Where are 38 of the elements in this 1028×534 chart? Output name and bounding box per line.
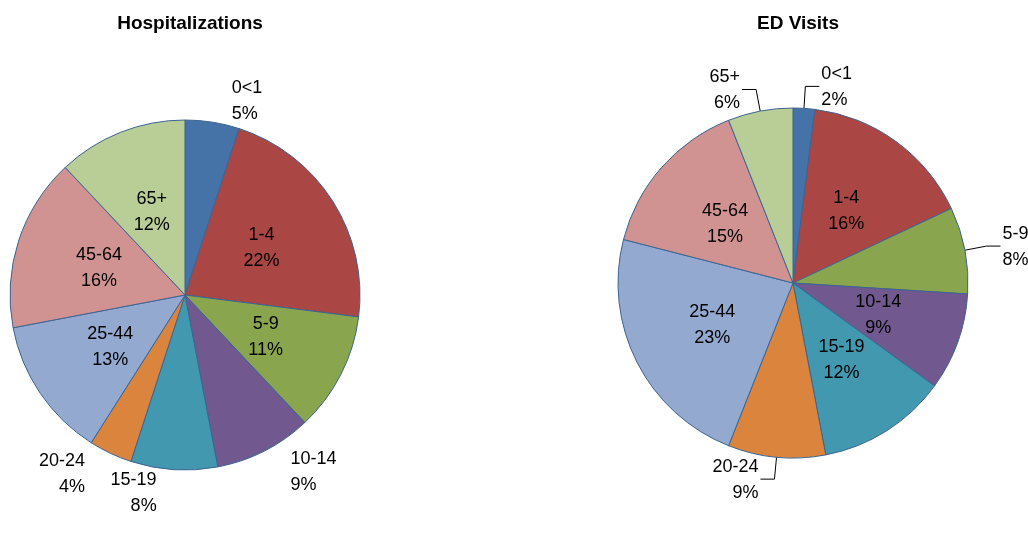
data-label: 16% xyxy=(828,212,865,233)
slice-label: 20-24 xyxy=(39,450,86,471)
data-label: 15% xyxy=(707,226,744,247)
slice-label: 25-44 xyxy=(689,301,736,322)
slice-label: 65+ xyxy=(136,187,167,208)
data-label: 23% xyxy=(694,327,731,348)
slice-label: 15-19 xyxy=(818,336,865,357)
data-label: 5% xyxy=(231,103,258,124)
data-label: 13% xyxy=(92,348,129,369)
slice-label: 5-9 xyxy=(1002,223,1028,244)
slice-label: 1-4 xyxy=(248,223,275,244)
slice-label: 1-4 xyxy=(833,186,860,207)
data-label: 12% xyxy=(133,213,170,234)
slice-label: 10-14 xyxy=(290,447,337,468)
slice-label: 0<1 xyxy=(231,77,263,98)
chart-title: Hospitalizations xyxy=(117,12,263,33)
data-label: 4% xyxy=(59,476,86,497)
data-label: 8% xyxy=(1002,249,1028,270)
slice-label: 20-24 xyxy=(712,456,759,477)
data-label: 16% xyxy=(80,270,117,291)
slice-label: 0<1 xyxy=(821,63,852,84)
slice-label: 10-14 xyxy=(855,290,902,311)
data-label: 12% xyxy=(823,362,860,383)
data-label: 9% xyxy=(290,473,317,494)
data-label: 11% xyxy=(248,339,283,360)
data-label: 9% xyxy=(865,316,892,337)
slice-label: 25-44 xyxy=(87,322,134,343)
slice-label: 15-19 xyxy=(110,468,157,489)
slice-label: 65+ xyxy=(709,66,741,87)
data-label: 8% xyxy=(130,494,157,515)
slice-label: 45-64 xyxy=(702,200,749,221)
slice-label: 5-9 xyxy=(252,313,279,334)
data-label: 6% xyxy=(714,92,741,113)
data-label: 2% xyxy=(821,89,848,110)
chart-title: ED Visits xyxy=(756,12,840,33)
data-label: 22% xyxy=(243,249,280,270)
slice-label: 45-64 xyxy=(75,244,122,265)
data-label: 9% xyxy=(732,482,759,503)
